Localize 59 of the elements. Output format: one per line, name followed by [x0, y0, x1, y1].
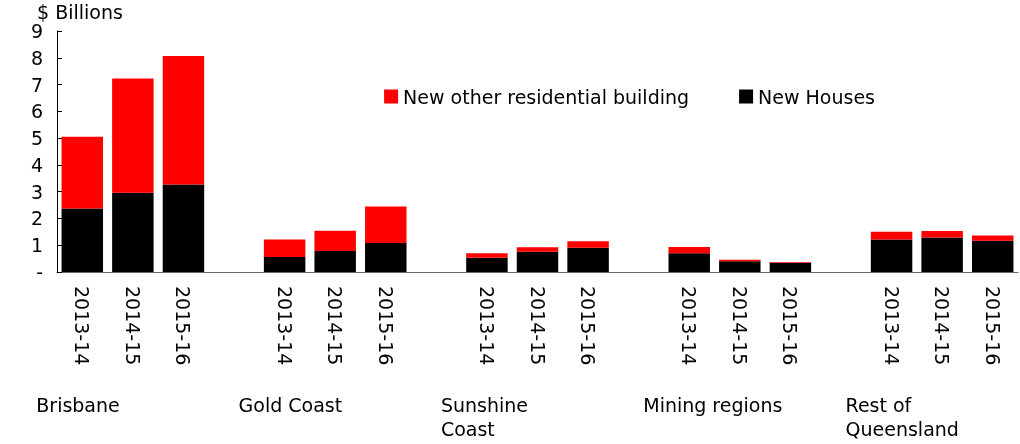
bar	[870, 239, 913, 272]
legend-label: New other residential building	[403, 85, 690, 108]
text: Mining regions	[643, 394, 783, 416]
bar	[263, 239, 306, 257]
bar	[567, 241, 609, 248]
bar	[162, 184, 205, 272]
x-tick-label: 2014-15	[526, 286, 549, 366]
x-tick-label: 2015-16	[172, 286, 195, 366]
x-tick-label: 2013-14	[475, 286, 498, 366]
text: Sunshine Coast	[440, 394, 535, 440]
bar	[314, 251, 356, 272]
bar	[971, 240, 1014, 272]
bar	[668, 253, 710, 272]
bar	[567, 247, 609, 272]
bar	[112, 78, 154, 193]
y-tick-label: -	[36, 261, 43, 283]
bar	[516, 251, 559, 272]
x-tick-label: 2014-15	[121, 286, 144, 366]
y-tick-label: 7	[30, 73, 43, 96]
bar	[921, 231, 963, 238]
bar	[61, 136, 104, 209]
bar	[516, 247, 559, 252]
x-tick-label: 2015-16	[374, 286, 397, 366]
bar	[162, 55, 205, 185]
bar	[365, 206, 407, 244]
x-tick-label: 2014-15	[324, 286, 347, 366]
y-tick-label: 5	[30, 127, 43, 150]
y-tick-label: 8	[30, 46, 43, 69]
bar	[870, 231, 913, 240]
bar	[466, 253, 508, 258]
x-tick-label: 2015-16	[577, 286, 600, 366]
legend-label: New Houses	[758, 85, 876, 108]
x-tick-label: 2015-16	[981, 286, 1004, 366]
y-tick-label: 1	[30, 234, 43, 257]
y-tick-label: 6	[30, 100, 43, 123]
bar	[112, 192, 154, 272]
x-tick-label: 2013-14	[880, 286, 903, 366]
y-tick-label: 3	[30, 180, 43, 203]
bar	[719, 261, 761, 272]
bar	[971, 235, 1014, 241]
bar	[921, 237, 963, 272]
bar	[466, 257, 508, 272]
x-tick-label: 2014-15	[931, 286, 954, 366]
bar	[668, 247, 710, 254]
y-tick-label: 4	[30, 153, 43, 176]
x-tick-label: 2013-14	[273, 286, 296, 366]
x-tick-label: 2014-15	[728, 286, 751, 366]
text: Rest of Queensland	[845, 394, 959, 440]
x-tick-label: 2013-14	[71, 286, 94, 366]
bar	[365, 243, 407, 272]
text: Gold Coast	[238, 394, 343, 416]
text: Brisbane	[36, 394, 120, 416]
bar	[769, 262, 812, 272]
bar	[263, 257, 306, 272]
bar	[314, 230, 356, 252]
y-tick-label: 2	[30, 207, 43, 230]
x-tick-label: 2015-16	[779, 286, 802, 366]
bar	[61, 208, 104, 272]
x-tick-label: 2013-14	[678, 286, 701, 366]
